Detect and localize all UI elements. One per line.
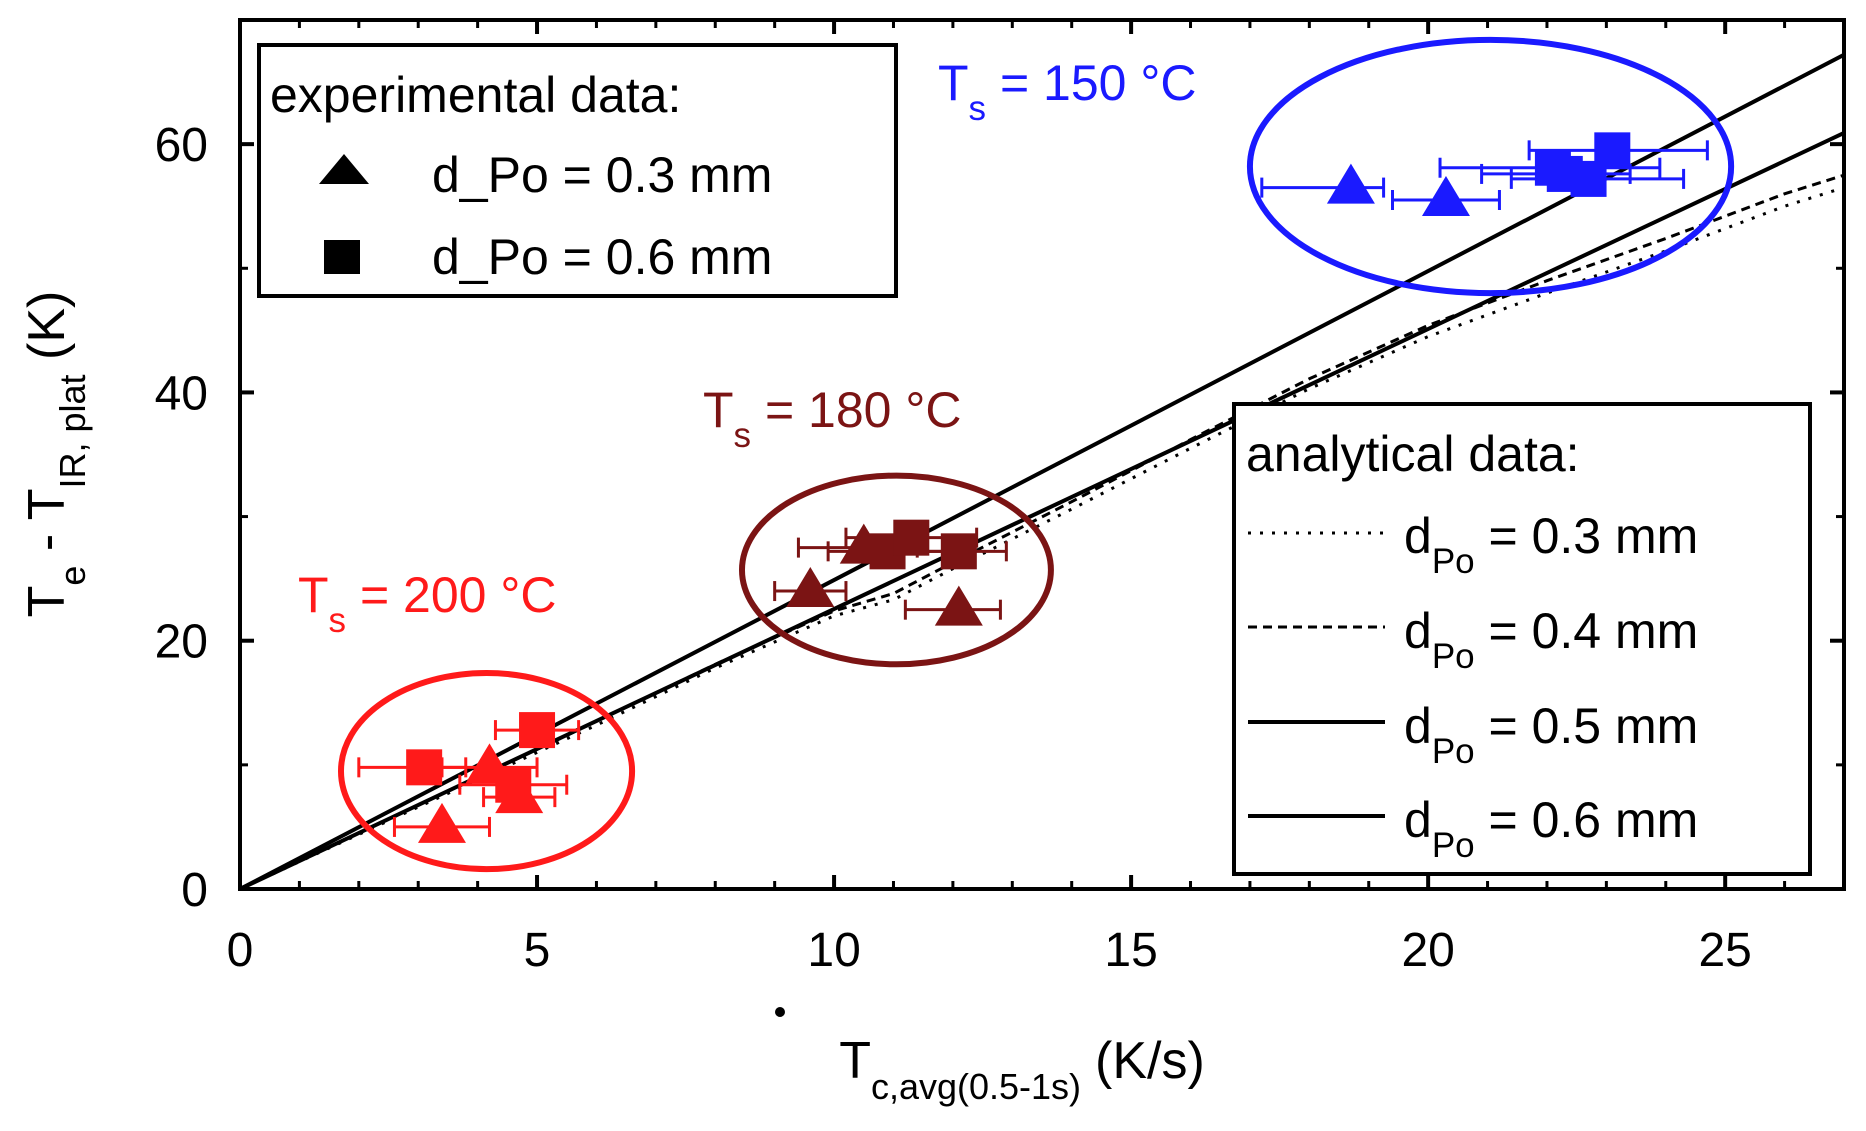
legend-analytical-item-4: dPo = 0.6 mm <box>1404 792 1698 865</box>
group-Ts-150 <box>1246 36 1735 297</box>
experimental-groups <box>337 36 1735 873</box>
y-tick-label: 20 <box>155 616 208 669</box>
y-tick-label: 60 <box>155 119 208 172</box>
curve-d-po-0-6-mm <box>240 131 1844 889</box>
label-Ts-180: Ts = 180 °C <box>703 382 961 455</box>
legend-experimental-item-2: d_Po = 0.6 mm <box>432 229 772 285</box>
square-point <box>495 766 532 803</box>
curve-d-po-0-4-mm <box>240 173 1844 889</box>
legend-analytical-item-1: dPo = 0.3 mm <box>1404 508 1698 581</box>
x-tick-label: 0 <box>227 924 254 977</box>
legend-analytical-title: analytical data: <box>1246 426 1580 482</box>
y-tick-label: 0 <box>181 864 208 917</box>
x-tick-label: 20 <box>1401 924 1454 977</box>
label-Ts-150: Ts = 150 °C <box>938 55 1196 128</box>
legend-analytical-item-3: dPo = 0.5 mm <box>1404 698 1698 771</box>
x-axis-label-dot <box>775 1007 785 1017</box>
triangle-point <box>1326 163 1375 204</box>
curve-d-po-0-3-mm <box>240 186 1844 889</box>
x-tick-label: 25 <box>1698 924 1751 977</box>
x-tick-label: 5 <box>524 924 551 977</box>
square-point <box>519 712 556 749</box>
axis-ticks: 0 5 10 15 20 25 0 20 40 60 <box>155 20 1844 977</box>
legend-analytical-item-2: dPo = 0.4 mm <box>1404 603 1698 676</box>
ellipse-Ts-200 <box>337 669 636 873</box>
x-tick-label: 15 <box>1104 924 1157 977</box>
legend-square-marker <box>324 240 360 274</box>
group-Ts-180 <box>738 472 1054 668</box>
y-axis-label: Te - TIR, plat (K) <box>18 291 93 618</box>
triangle-point <box>417 802 466 843</box>
triangle-point <box>934 585 983 626</box>
legend-experimental-title: experimental data: <box>270 67 681 123</box>
ellipse-Ts-150 <box>1246 36 1735 297</box>
square-point <box>1594 132 1631 169</box>
legend-experimental: experimental data: d_Po = 0.3 mm d_Po = … <box>257 43 898 298</box>
plot-frame <box>238 18 1846 891</box>
legend-analytical: analytical data: dPo = 0.3 mm dPo = 0.4 … <box>1232 402 1812 876</box>
square-point <box>893 519 930 556</box>
square-point <box>406 749 443 786</box>
label-Ts-200: Ts = 200 °C <box>298 567 556 640</box>
square-point <box>940 533 977 570</box>
ellipse-Ts-180 <box>738 472 1054 668</box>
triangle-point <box>786 567 835 608</box>
y-tick-label: 40 <box>155 367 208 420</box>
legend-experimental-item-1: d_Po = 0.3 mm <box>432 147 772 203</box>
x-tick-label: 10 <box>807 924 860 977</box>
x-axis-label: Tc,avg(0.5-1s) (K/s) <box>839 1032 1205 1107</box>
group-Ts-200 <box>337 669 636 873</box>
legend-triangle-marker <box>319 154 369 184</box>
triangle-point <box>1421 176 1470 217</box>
